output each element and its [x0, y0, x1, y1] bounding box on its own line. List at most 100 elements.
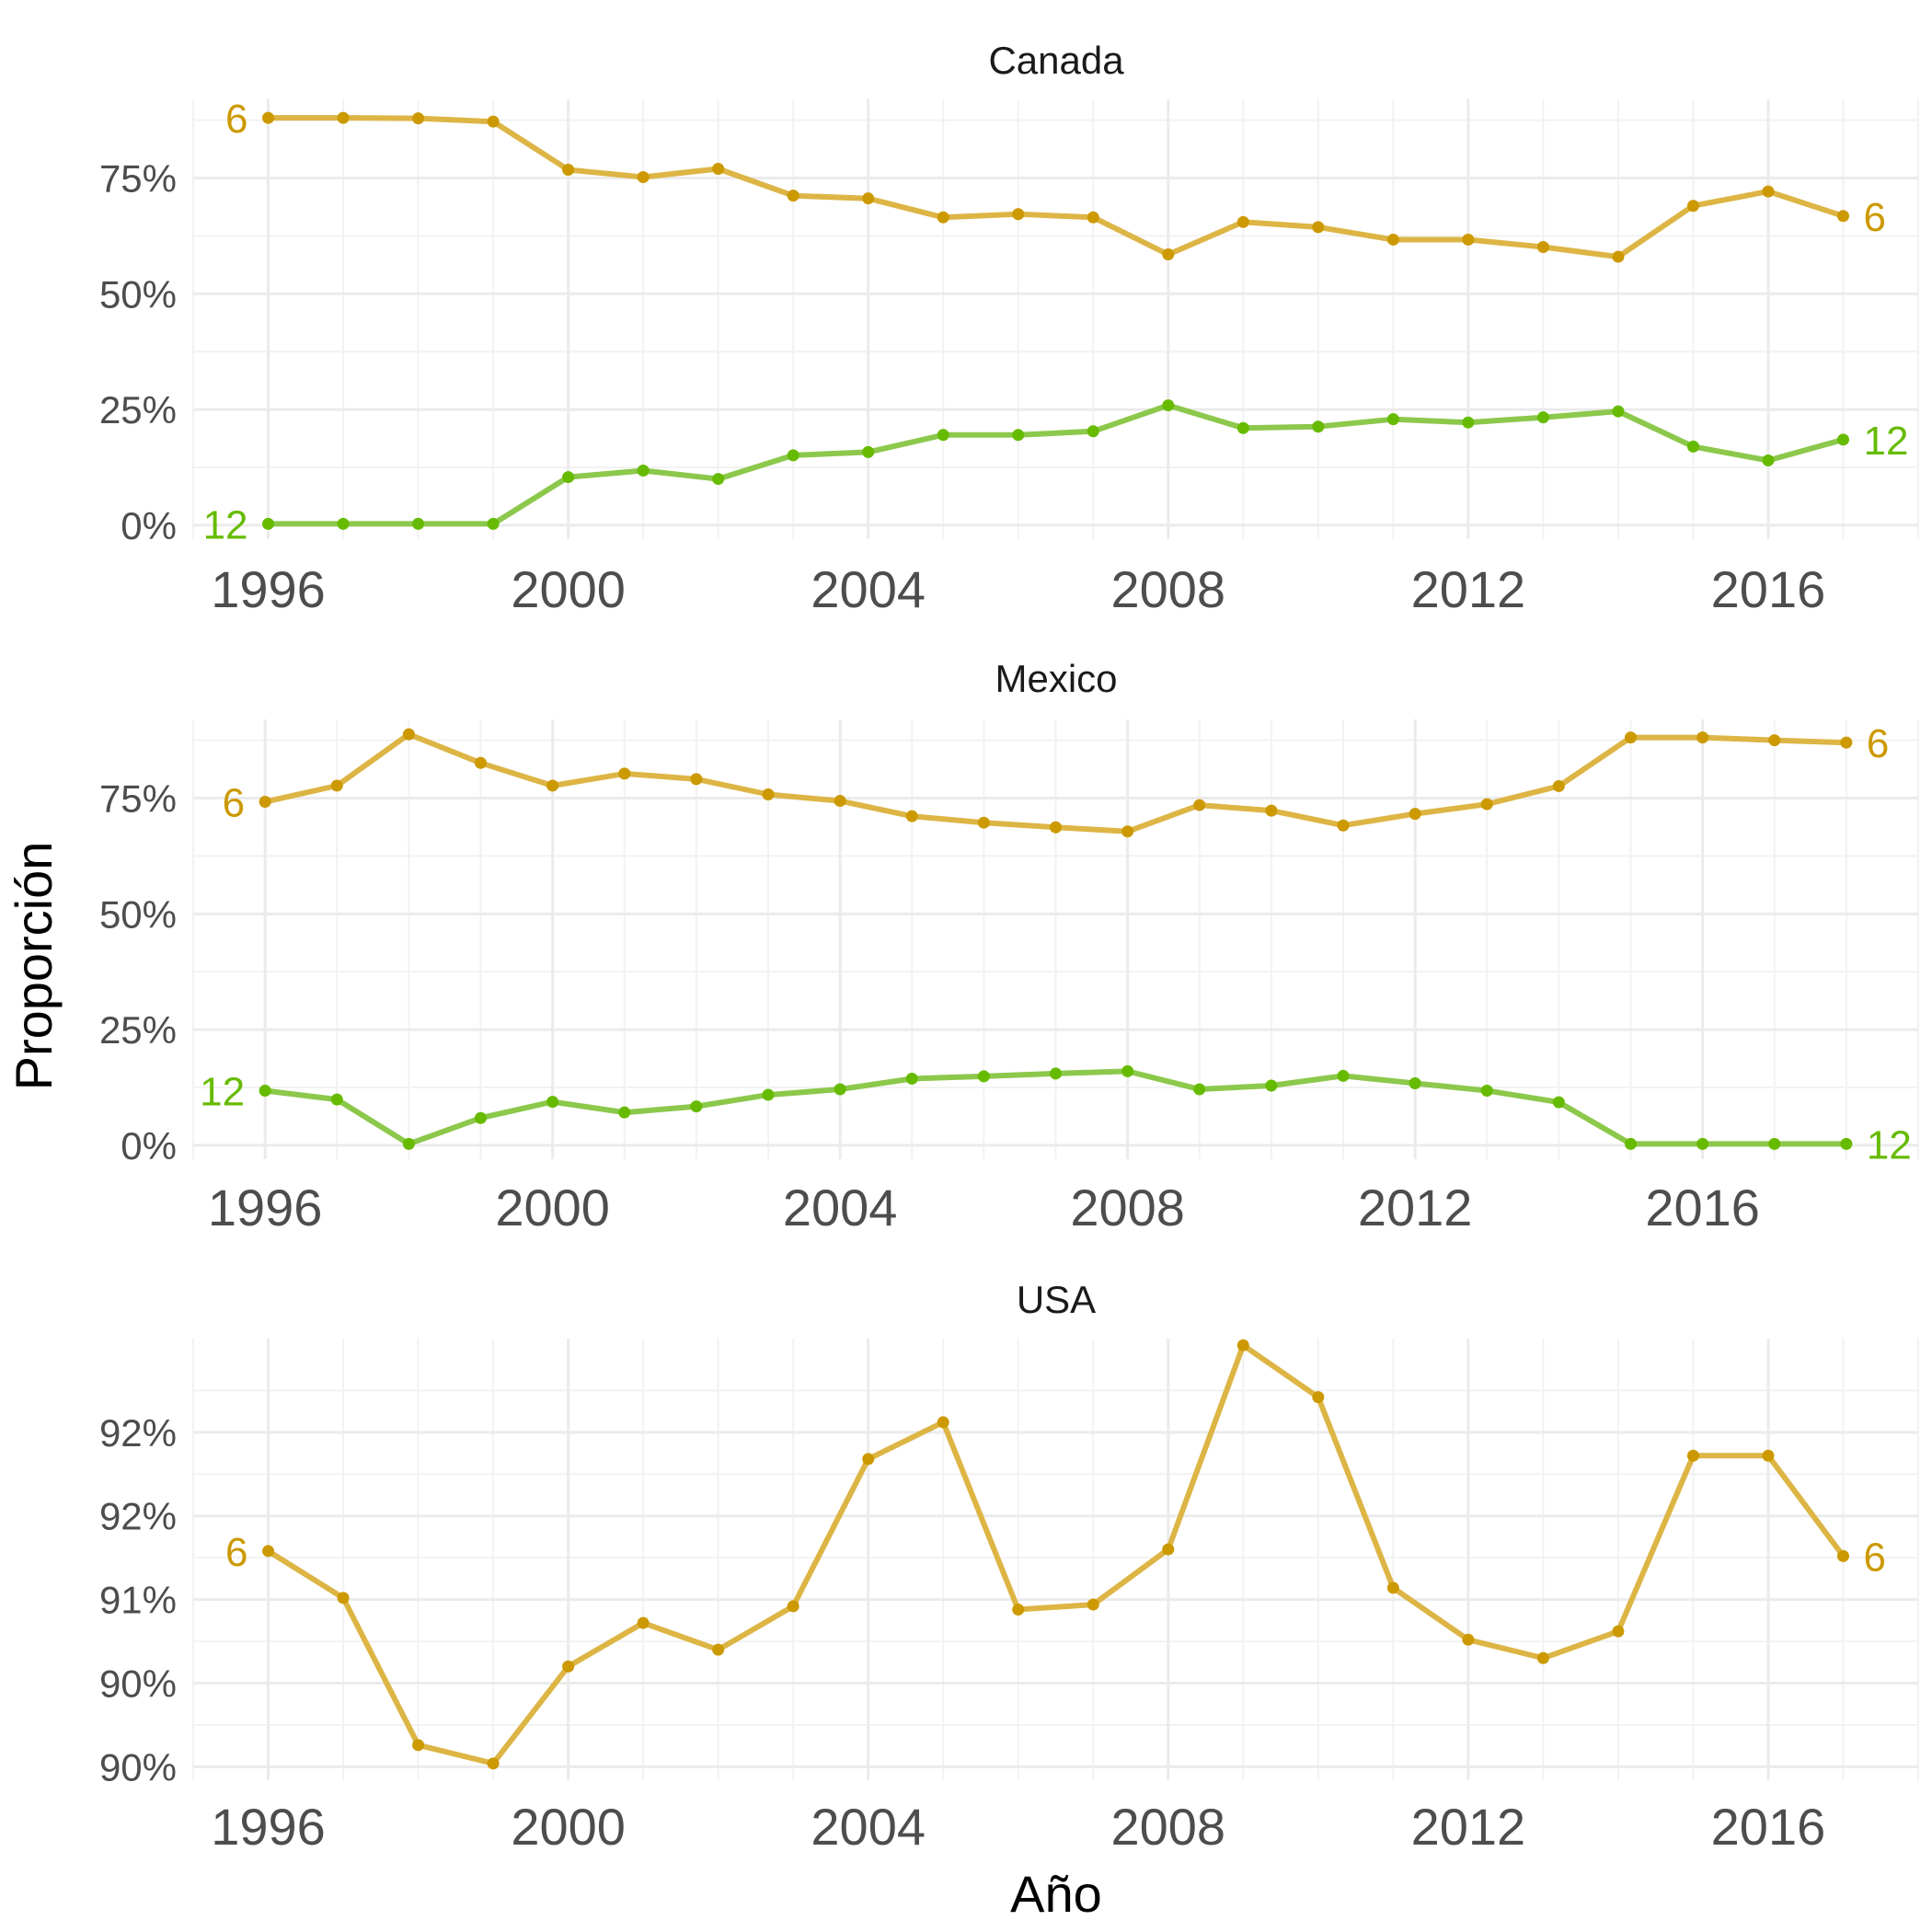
- y-axis-title: Proporción: [5, 842, 63, 1091]
- series-end-label: 6: [1863, 1535, 1885, 1580]
- data-point: [546, 779, 559, 792]
- panel-title: Canada: [988, 39, 1124, 82]
- y-tick-label: 75%: [99, 157, 177, 201]
- data-point: [337, 517, 350, 530]
- data-point: [562, 1660, 575, 1673]
- y-tick-label: 50%: [99, 272, 177, 316]
- x-tick-label: 2000: [511, 560, 626, 618]
- series-12: 12 12: [200, 1064, 1912, 1167]
- data-point: [977, 816, 990, 829]
- data-point: [1087, 211, 1099, 224]
- data-point: [1087, 425, 1099, 438]
- data-point: [337, 111, 350, 124]
- x-tick-label: 2000: [511, 1798, 626, 1856]
- y-tick-label: 25%: [99, 388, 177, 431]
- data-point: [637, 465, 650, 477]
- panel-canada: 1996 2000 2004 2008 2012 2016 0% 25% 50% 75% Canad…: [99, 39, 1919, 618]
- data-point: [1312, 1391, 1325, 1404]
- data-point: [562, 163, 575, 176]
- x-tick-label: 2004: [811, 1798, 926, 1856]
- x-tick-label: 1996: [208, 1179, 323, 1236]
- data-point: [618, 767, 631, 780]
- data-point: [1686, 1449, 1699, 1462]
- data-point: [1536, 411, 1549, 424]
- data-point: [1162, 399, 1175, 412]
- data-point: [1612, 405, 1625, 418]
- data-point: [1121, 1064, 1134, 1077]
- x-tick-label: 2008: [1070, 1179, 1185, 1236]
- x-tick-label: 2000: [495, 1179, 610, 1236]
- x-tick-label: 2012: [1411, 560, 1526, 618]
- data-point: [337, 1592, 350, 1604]
- series-start-label: 12: [200, 1070, 245, 1115]
- data-point: [787, 1600, 799, 1613]
- data-point: [475, 1111, 487, 1124]
- data-point: [475, 756, 487, 769]
- data-point: [1462, 416, 1475, 429]
- data-point: [787, 449, 799, 462]
- series-line: [265, 1342, 1846, 1766]
- y-tick-label: 0%: [121, 504, 177, 547]
- data-point: [1768, 734, 1781, 747]
- x-tick-label: 2012: [1358, 1179, 1473, 1236]
- data-point: [1686, 200, 1699, 213]
- data-point: [1686, 440, 1699, 453]
- data-point: [1409, 808, 1421, 821]
- data-point: [1462, 233, 1475, 246]
- data-point: [1265, 804, 1278, 817]
- data-point: [1762, 185, 1775, 198]
- data-point: [937, 429, 949, 442]
- y-tick-label: 50%: [99, 892, 177, 936]
- data-point: [834, 795, 846, 808]
- y-tick-label: 25%: [99, 1008, 177, 1052]
- data-point: [937, 1416, 949, 1429]
- data-point: [762, 1088, 775, 1101]
- data-point: [1762, 1449, 1775, 1462]
- chart-panels: 1996 2000 2004 2008 2012 2016 0% 25% 50% 75% Canad…: [99, 39, 1919, 1856]
- data-point: [262, 517, 275, 530]
- data-point: [1696, 731, 1709, 744]
- x-tick-label: 1996: [211, 560, 326, 618]
- data-point: [1625, 1137, 1637, 1150]
- x-tick-label: 2004: [783, 1179, 898, 1236]
- series-line: [265, 115, 1846, 260]
- x-tick-label: 2008: [1110, 1798, 1225, 1856]
- data-point: [862, 1453, 875, 1466]
- series-line: [265, 402, 1846, 527]
- data-point: [262, 1545, 275, 1558]
- data-point: [1768, 1137, 1781, 1150]
- data-point: [402, 728, 415, 741]
- data-point: [1050, 821, 1062, 834]
- data-point: [1836, 433, 1849, 446]
- data-point: [1840, 736, 1853, 749]
- data-point: [412, 1739, 425, 1752]
- data-point: [1121, 825, 1134, 838]
- data-point: [1462, 1633, 1475, 1646]
- data-point: [1386, 413, 1399, 426]
- data-point: [1312, 420, 1325, 433]
- data-point: [637, 171, 650, 184]
- data-point: [1087, 1598, 1099, 1611]
- data-point: [1480, 798, 1493, 811]
- series-start-label: 6: [225, 97, 247, 142]
- data-point: [262, 111, 275, 124]
- y-tick-label: 91%: [99, 1579, 177, 1622]
- data-point: [487, 115, 500, 128]
- data-point: [1193, 1083, 1206, 1096]
- data-point: [690, 1100, 703, 1113]
- data-point: [487, 517, 500, 530]
- y-tick-label: 75%: [99, 777, 177, 821]
- data-point: [690, 773, 703, 786]
- data-point: [1236, 215, 1249, 228]
- data-point: [862, 445, 875, 458]
- data-point: [330, 779, 343, 792]
- y-tick-label: 92%: [99, 1411, 177, 1455]
- data-point: [834, 1083, 846, 1096]
- data-point: [905, 1072, 918, 1085]
- x-tick-label: 1996: [211, 1798, 326, 1856]
- data-point: [1536, 1651, 1549, 1664]
- data-point: [618, 1106, 631, 1119]
- series-end-label: 12: [1863, 419, 1908, 464]
- x-tick-label: 2016: [1711, 1798, 1826, 1856]
